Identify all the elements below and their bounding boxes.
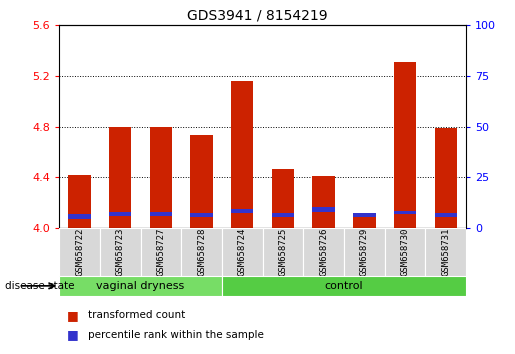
Bar [435, 213, 457, 217]
Bar [231, 209, 253, 213]
Text: control: control [324, 281, 363, 291]
Bar [425, 228, 466, 276]
Bar [100, 228, 141, 276]
Text: GSM658730: GSM658730 [401, 228, 409, 276]
Text: GSM658722: GSM658722 [75, 228, 84, 276]
Bar [150, 127, 172, 228]
Bar [68, 214, 91, 219]
Bar [150, 212, 172, 216]
Text: disease state: disease state [5, 281, 75, 291]
Text: GSM658723: GSM658723 [116, 228, 125, 276]
Bar [68, 175, 91, 228]
Text: percentile rank within the sample: percentile rank within the sample [88, 330, 264, 339]
Bar [435, 128, 457, 228]
Text: GSM658728: GSM658728 [197, 228, 206, 276]
Bar [191, 136, 213, 228]
Text: GDS3941 / 8154219: GDS3941 / 8154219 [187, 9, 328, 23]
Bar [313, 176, 335, 228]
Text: GSM658726: GSM658726 [319, 228, 328, 276]
Bar [353, 213, 375, 228]
Text: ■: ■ [67, 309, 83, 321]
Text: GSM658731: GSM658731 [441, 228, 450, 276]
Bar [222, 228, 263, 276]
Bar [385, 228, 425, 276]
Text: GSM658724: GSM658724 [238, 228, 247, 276]
Text: transformed count: transformed count [88, 310, 185, 320]
Bar [394, 62, 416, 228]
Bar [303, 228, 344, 276]
Text: vaginal dryness: vaginal dryness [96, 281, 185, 291]
Bar [191, 213, 213, 217]
Bar [141, 228, 181, 276]
Bar [181, 228, 222, 276]
Bar [263, 228, 303, 276]
Bar [353, 213, 375, 217]
Bar [394, 211, 416, 214]
Bar [59, 228, 100, 276]
Bar [109, 127, 131, 228]
Bar [231, 81, 253, 228]
Bar [272, 169, 294, 228]
Bar [109, 212, 131, 216]
Text: GSM658725: GSM658725 [279, 228, 287, 276]
Bar [272, 213, 294, 217]
Bar [59, 276, 222, 296]
Text: GSM658729: GSM658729 [360, 228, 369, 276]
Bar [313, 207, 335, 212]
Bar [222, 276, 466, 296]
Bar [344, 228, 385, 276]
Text: ■: ■ [67, 328, 83, 341]
Text: GSM658727: GSM658727 [157, 228, 165, 276]
